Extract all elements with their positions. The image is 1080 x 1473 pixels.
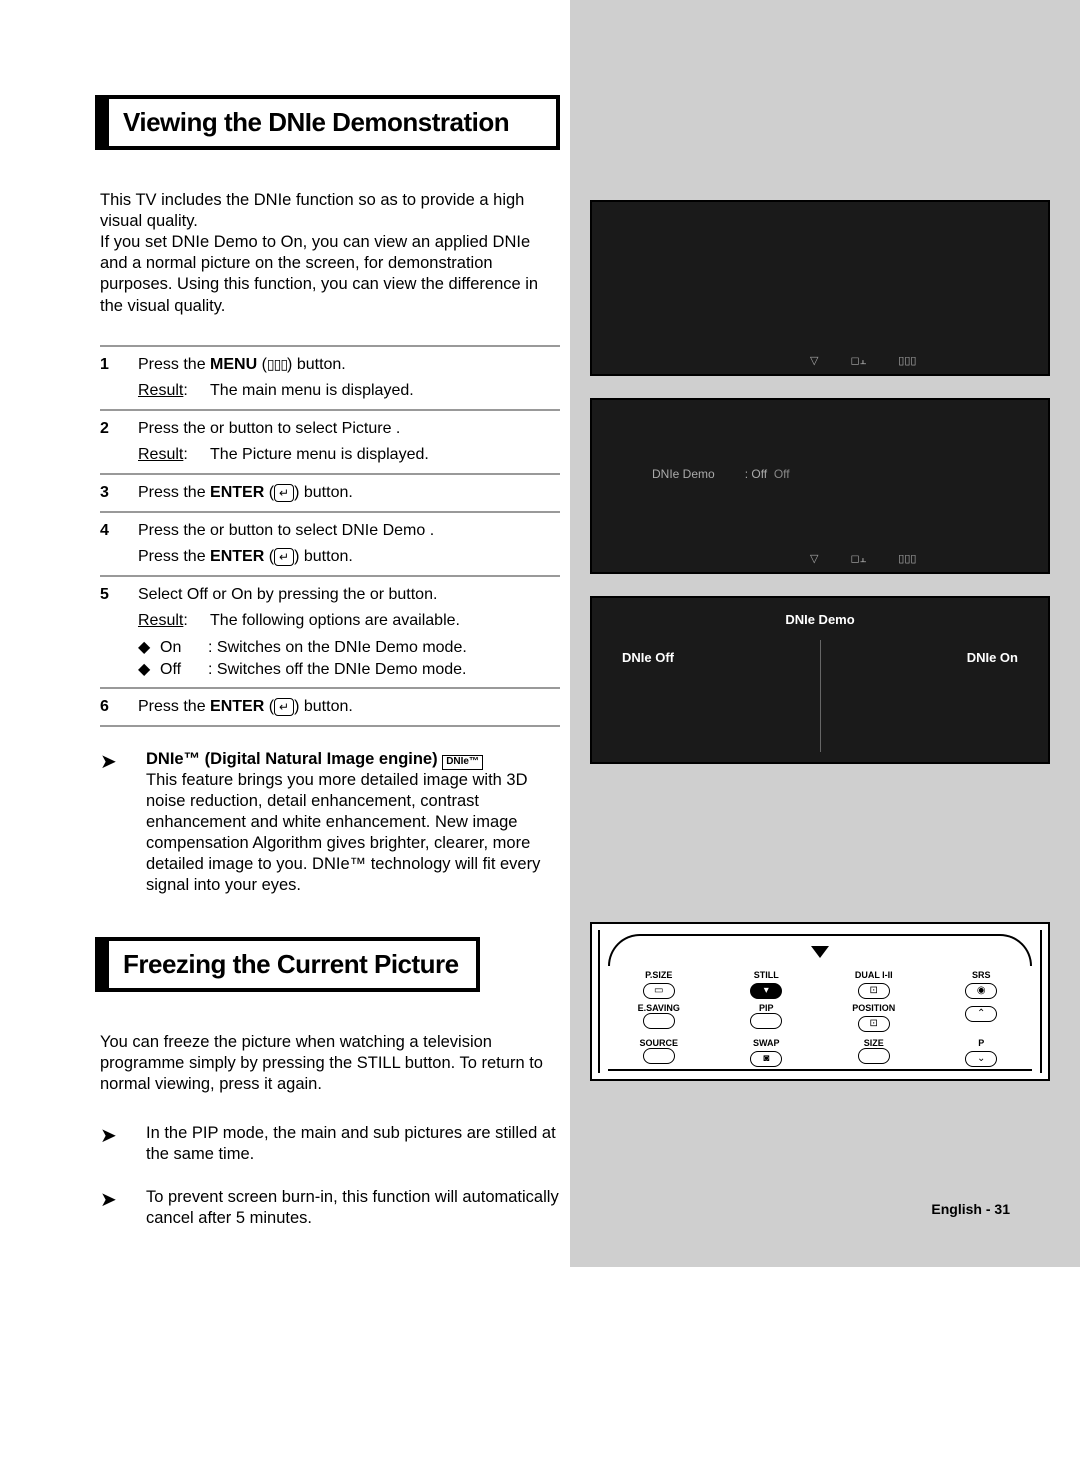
section-title-bar: Viewing the DNIe Demonstration: [95, 95, 560, 150]
osd-screenshot-2: DNIe Demo : Off Off ▽ ◻⫠ ▯▯▯: [590, 398, 1050, 574]
steps-list: 1 Press the MENU (▯▯▯) button. Result: T…: [100, 345, 560, 727]
step-5: 5 Select Off or On by pressing the or bu…: [100, 577, 560, 689]
burnin-note: ➤ To prevent screen burn-in, this functi…: [100, 1187, 560, 1229]
remote-btn-p: P⌄: [931, 1038, 1033, 1069]
step-4: 4 Press the or button to select DNIe Dem…: [100, 513, 560, 577]
remote-btn-up: ⌃: [931, 1003, 1033, 1034]
section-title-bar: Freezing the Current Picture: [95, 937, 480, 992]
enter-icon: ↵: [274, 698, 294, 716]
remote-btn-position: POSITION⊡: [823, 1003, 925, 1034]
diamond-bullet-icon: ◆: [138, 659, 160, 681]
section2-intro: You can freeze the picture when watching…: [100, 1032, 560, 1095]
remote-row-2: E.SAVING PIP POSITION⊡ ⌃: [608, 1003, 1032, 1034]
note-arrow-icon: ➤: [100, 1187, 146, 1229]
remote-btn-dual: DUAL I-II⊡: [823, 970, 925, 999]
step-1: 1 Press the MENU (▯▯▯) button. Result: T…: [100, 347, 560, 411]
step-2: 2 Press the or button to select Picture …: [100, 411, 560, 475]
remote-control: P.SIZE▭ STILL▾ DUAL I-II⊡ SRS◉ E.SAVING …: [590, 922, 1050, 1081]
enter-icon: ↵: [274, 548, 294, 566]
osd-icon: ◻⫠: [850, 552, 866, 566]
remote-btn-esaving: E.SAVING: [608, 1003, 710, 1034]
remote-row-1: P.SIZE▭ STILL▾ DUAL I-II⊡ SRS◉: [608, 970, 1032, 999]
menu-icon: ▯▯▯: [267, 355, 287, 374]
enter-icon: ↵: [274, 484, 294, 502]
osd-screenshot-3: DNIe Demo DNIe Off DNIe On: [590, 596, 1050, 764]
step-6: 6 Press the ENTER (↵) button.: [100, 689, 560, 727]
dnie-note: ➤ DNIe™ (Digital Natural Image engine) D…: [100, 749, 560, 897]
osd-icon: ◻⫠: [850, 354, 866, 368]
pip-note: ➤ In the PIP mode, the main and sub pict…: [100, 1123, 560, 1165]
osd-icon: ▽: [810, 552, 818, 566]
osd-screenshot-1: ▽ ◻⫠ ▯▯▯: [590, 200, 1050, 376]
remote-btn-srs: SRS◉: [931, 970, 1033, 999]
remote-btn-pip: PIP: [716, 1003, 818, 1034]
remote-row-3: SOURCE SWAP◙ SIZE P⌄: [608, 1038, 1032, 1069]
page-footer: English - 31: [590, 1201, 1010, 1217]
remote-btn-swap: SWAP◙: [716, 1038, 818, 1069]
note-arrow-icon: ➤: [100, 749, 146, 897]
section1-intro: This TV includes the DNIe function so as…: [100, 190, 560, 317]
remote-btn-psize: P.SIZE▭: [608, 970, 710, 999]
step-3: 3 Press the ENTER (↵) button.: [100, 475, 560, 513]
remote-btn-source: SOURCE: [608, 1038, 710, 1069]
remote-btn-size: SIZE: [823, 1038, 925, 1069]
section1-title: Viewing the DNIe Demonstration: [123, 107, 542, 138]
dnie-badge-icon: DNIe™: [442, 755, 483, 770]
osd-icon: ▯▯▯: [898, 552, 916, 566]
osd-icon: ▽: [810, 354, 818, 368]
section2-title: Freezing the Current Picture: [123, 949, 462, 980]
remote-btn-still: STILL▾: [716, 970, 818, 999]
diamond-bullet-icon: ◆: [138, 637, 160, 659]
note-arrow-icon: ➤: [100, 1123, 146, 1165]
osd-icon: ▯▯▯: [898, 354, 916, 368]
still-highlight-triangle-icon: [811, 946, 829, 958]
